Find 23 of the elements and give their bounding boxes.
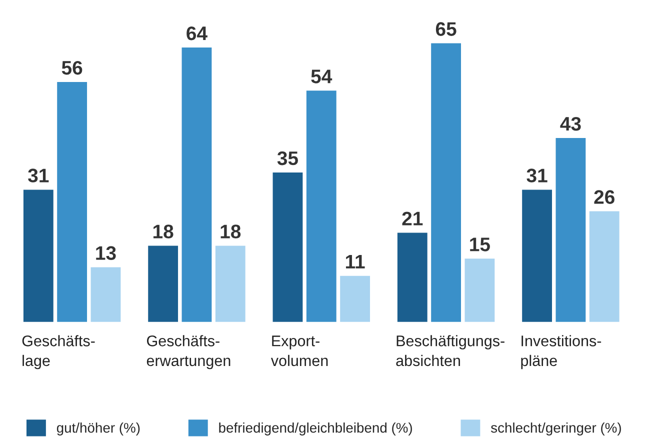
data-label: 18 xyxy=(153,224,174,238)
x-tick-label: Beschäftigungs- absichten xyxy=(396,335,504,366)
data-label: 35 xyxy=(277,151,298,166)
data-label: 65 xyxy=(436,22,456,36)
x-tick-label: Investitions- pläne xyxy=(521,335,602,370)
data-label: 21 xyxy=(402,212,423,226)
legend-label: gut/höher (%) xyxy=(56,422,140,436)
data-label: 54 xyxy=(311,70,332,84)
x-tick-label: Export- volumen xyxy=(270,336,328,366)
data-label: 64 xyxy=(186,26,208,40)
legend-label: befriedigend/gleichbleibend (%) xyxy=(219,422,412,436)
data-label: 26 xyxy=(594,190,614,204)
x-tick-label: Geschäfts- lage xyxy=(22,335,95,370)
data-label: 43 xyxy=(560,116,581,131)
data-label: 11 xyxy=(346,254,365,268)
data-label: 15 xyxy=(470,238,490,252)
data-label: 31 xyxy=(526,168,548,182)
data-label: 56 xyxy=(62,60,82,75)
data-label: 13 xyxy=(96,246,116,260)
legend-label: schlecht/geringer (%) xyxy=(490,422,621,436)
data-label: 18 xyxy=(220,224,241,238)
x-tick-label: Geschäfts- erwartungen xyxy=(146,335,230,370)
data-label: 31 xyxy=(28,168,49,182)
